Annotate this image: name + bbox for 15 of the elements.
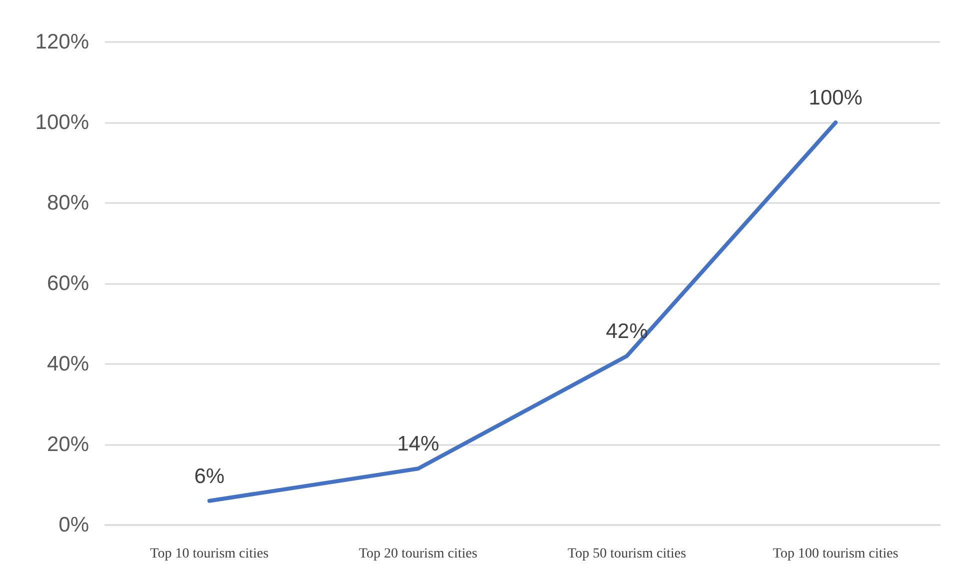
y-tick-label: 20%: [46, 433, 89, 456]
y-tick-label: 0%: [58, 514, 89, 536]
data-label: 100%: [808, 86, 862, 110]
y-tick-label: 40%: [46, 352, 89, 376]
y-tick-label: 120%: [35, 30, 89, 54]
y-tick-label: 100%: [35, 111, 89, 134]
data-label: 14%: [397, 432, 440, 456]
x-tick-label: Top 10 tourism cities: [150, 546, 269, 562]
x-tick-label: Top 20 tourism cities: [358, 546, 478, 562]
y-tick-label: 60%: [46, 272, 89, 295]
data-label: 42%: [606, 320, 648, 343]
x-tick-label: Top 100 tourism cities: [772, 546, 898, 562]
y-tick-label: 80%: [46, 192, 89, 214]
data-label: 6%: [194, 464, 225, 488]
x-tick-label: Top 50 tourism cities: [568, 546, 686, 562]
